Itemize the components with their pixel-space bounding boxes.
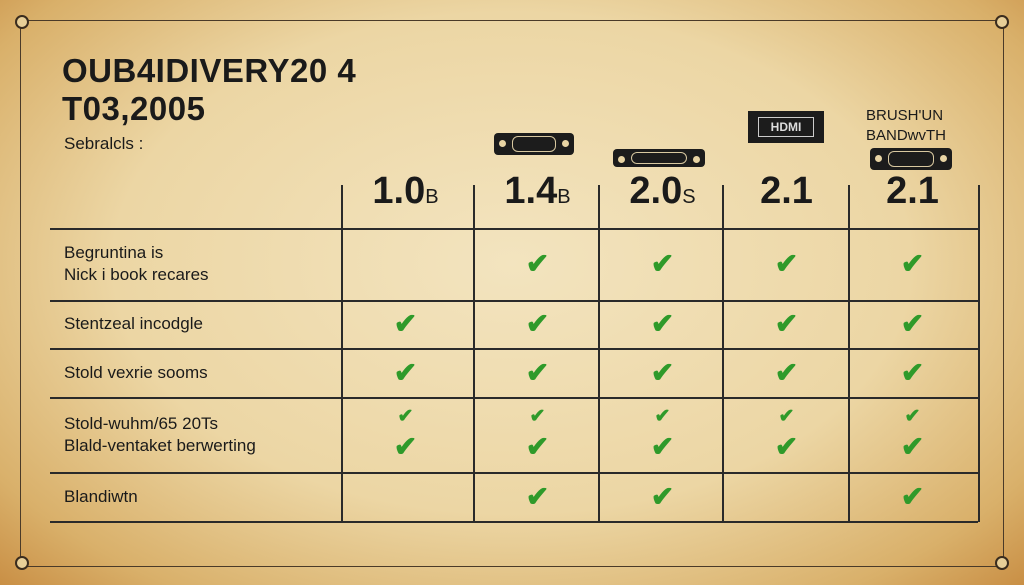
column-divider — [341, 185, 343, 522]
version-suffix: B — [425, 186, 439, 208]
check-icon: ✔ — [900, 480, 925, 512]
check-icon: ✔ — [525, 480, 550, 512]
check-icon: ✔ — [900, 356, 925, 388]
check-icon: ✔ — [900, 248, 925, 279]
version-header: 2.1 — [850, 170, 975, 213]
version-header: 2.1 — [724, 170, 849, 213]
check-icon: ✔ — [774, 431, 799, 462]
row-label-line: Stold-wuhm/65 20Ts — [64, 413, 219, 433]
version-number: 2.1 — [760, 170, 813, 212]
subtitle: Sebralcls : — [64, 134, 144, 153]
version-number: 1.0 — [372, 170, 426, 212]
row-label: Begruntina is Nick i book recares — [64, 242, 209, 286]
row-divider — [50, 300, 978, 302]
row-label: Stentzeal incodgle — [64, 313, 203, 335]
check-icon: ✔ — [393, 308, 418, 339]
column-divider — [598, 185, 600, 522]
row-divider — [50, 348, 978, 350]
row-label-line: Blandiwtn — [64, 486, 138, 506]
column-divider — [978, 185, 980, 522]
row-label-line: Blald-ventaket berwerting — [64, 435, 256, 455]
row-divider — [50, 228, 978, 230]
row-label-line: Begruntina is — [64, 243, 164, 262]
connector-icon — [613, 149, 705, 167]
version-suffix: B — [557, 186, 571, 208]
extra-header-line: BRUSH'UN — [866, 107, 944, 124]
check-icon: ✔ — [774, 308, 799, 339]
row-label-line: Nick i book recares — [64, 265, 209, 284]
row-divider — [50, 472, 978, 474]
title-line: T03,2005 — [62, 90, 206, 127]
row-label-line: Stold vexrie sooms — [64, 362, 208, 382]
corner-rivet-icon — [15, 15, 29, 29]
version-header: 2.0S — [600, 170, 725, 213]
column-divider — [473, 185, 475, 522]
column-divider — [848, 185, 850, 522]
check-icon: ✔ — [774, 248, 799, 279]
check-icon: ✔ — [397, 406, 414, 427]
check-icon: ✔ — [525, 431, 550, 462]
column-extra-header: BRUSH'UN BANDwvTH — [866, 106, 946, 146]
extra-header-line: BANDwvTH — [866, 127, 947, 144]
version-number: 2.1 — [886, 170, 939, 212]
row-label-line: Stentzeal incodgle — [64, 314, 203, 333]
row-divider — [50, 521, 978, 523]
version-number: 1.4 — [504, 170, 558, 212]
connector-icon — [870, 148, 952, 170]
row-divider — [50, 397, 978, 399]
corner-rivet-icon — [995, 15, 1009, 29]
row-label: Stold vexrie sooms — [64, 362, 208, 384]
check-icon: ✔ — [525, 356, 550, 388]
corner-rivet-icon — [15, 556, 29, 570]
row-label: Stold-wuhm/65 20Ts Blald-ventaket berwert… — [64, 413, 256, 457]
version-number: 2.0 — [629, 170, 683, 212]
check-icon: ✔ — [654, 406, 671, 427]
decorative-frame — [20, 20, 1004, 567]
corner-rivet-icon — [995, 556, 1009, 570]
check-icon: ✔ — [900, 431, 925, 462]
hdmi-logo-icon: HDMI — [748, 111, 824, 143]
version-header: 1.4B — [475, 170, 600, 213]
check-icon: ✔ — [650, 248, 675, 279]
check-icon: ✔ — [900, 308, 925, 339]
check-icon: ✔ — [650, 308, 675, 339]
check-icon: ✔ — [393, 431, 418, 462]
check-icon: ✔ — [525, 308, 550, 339]
row-label: Blandiwtn — [64, 486, 138, 508]
column-divider — [722, 185, 724, 522]
connector-icon — [494, 133, 574, 155]
check-icon: ✔ — [650, 480, 675, 512]
check-icon: ✔ — [650, 356, 675, 388]
check-icon: ✔ — [525, 248, 550, 279]
version-header: 1.0B — [343, 170, 468, 213]
check-icon: ✔ — [529, 406, 546, 427]
check-icon: ✔ — [904, 406, 921, 427]
check-icon: ✔ — [778, 406, 795, 427]
page-title: OUB4IDIVERY20 4 T03,2005 — [62, 52, 356, 128]
title-line: OUB4IDIVERY20 4 — [62, 52, 357, 89]
check-icon: ✔ — [650, 431, 675, 462]
check-icon: ✔ — [393, 356, 418, 388]
check-icon: ✔ — [774, 356, 799, 388]
version-suffix: S — [682, 186, 696, 208]
